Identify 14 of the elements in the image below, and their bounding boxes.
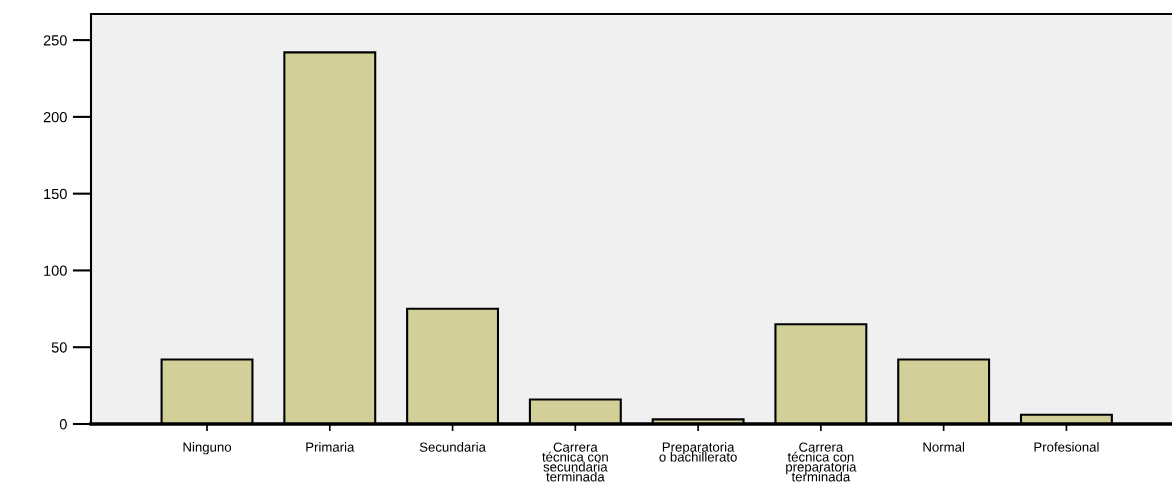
y-tick-label: 100 — [44, 265, 67, 276]
x-tick-label: Carrera técnica con preparatoria terminada — [786, 442, 857, 482]
x-tick-label: Carrera técnica con secundaria terminada — [542, 442, 608, 482]
y-tick-label: 0 — [59, 419, 67, 430]
x-tick-label: Secundaria — [419, 442, 486, 452]
y-tick-label: 50 — [51, 342, 67, 353]
x-tick-label: Primaria — [306, 442, 355, 452]
x-tick-label: Profesional — [1034, 442, 1099, 452]
x-tick-label: Preparatoria o bachillerato — [659, 442, 737, 462]
y-tick-label: 200 — [43, 111, 67, 123]
y-tick-label: 150 — [44, 188, 67, 200]
y-tick-label: 250 — [43, 35, 67, 46]
x-tick-label: Normal — [923, 442, 965, 452]
x-tick-label: Ninguno — [183, 442, 232, 455]
